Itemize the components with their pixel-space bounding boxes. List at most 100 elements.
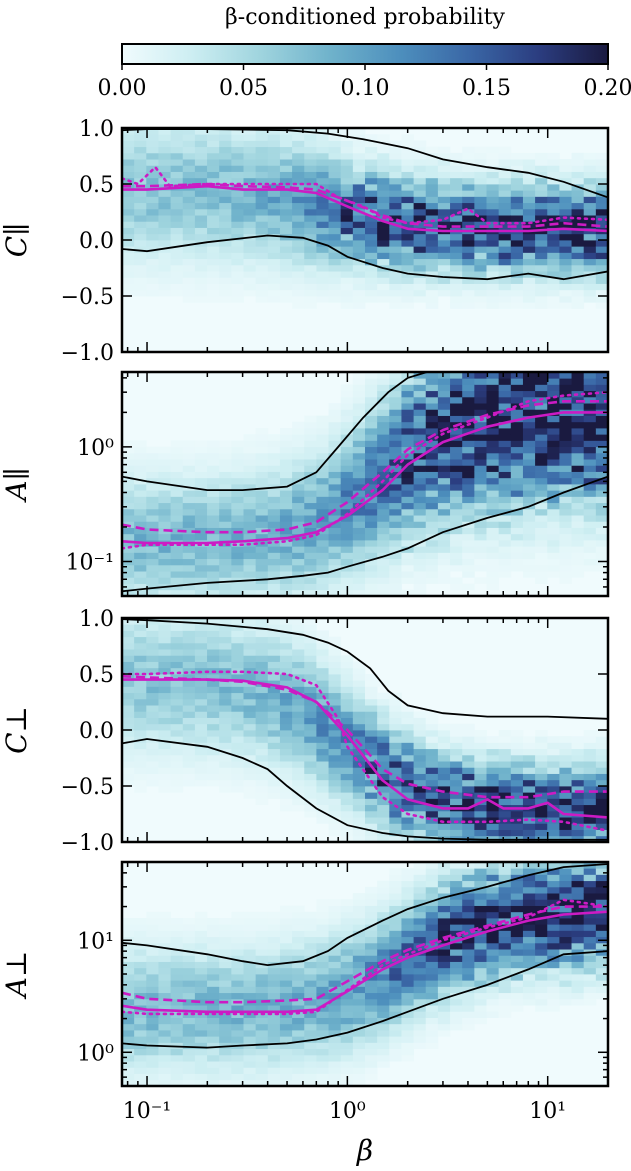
heatmap-cell <box>267 1073 281 1081</box>
heatmap-cell <box>279 1030 293 1037</box>
heatmap-cell <box>413 215 427 222</box>
heatmap-cell <box>292 289 305 297</box>
heatmap-cell <box>474 1017 487 1025</box>
heatmap-cell <box>304 583 317 591</box>
heatmap-cell <box>170 577 184 584</box>
heatmap-cell <box>267 980 281 987</box>
heatmap-cell <box>535 240 548 247</box>
heatmap-cell <box>243 949 257 956</box>
heatmap-cell <box>134 717 147 725</box>
heatmap-cell <box>279 165 293 172</box>
heatmap-cell <box>231 540 244 547</box>
heatmap-cell <box>279 459 293 466</box>
heatmap-cell <box>401 949 414 956</box>
heatmap-cell <box>304 177 317 185</box>
heatmap-cell <box>219 723 232 731</box>
heatmap-cell <box>413 384 427 392</box>
heatmap-cell <box>498 552 512 560</box>
heatmap-cell <box>255 692 269 700</box>
heatmap-cell <box>498 868 512 875</box>
heatmap-cell <box>170 1079 184 1086</box>
heatmap-cell <box>535 465 548 472</box>
heatmap-cell <box>340 942 354 950</box>
heatmap-cell <box>255 786 269 793</box>
heatmap-cell <box>498 465 512 472</box>
heatmap-cell <box>437 899 451 906</box>
heatmap-cell <box>437 202 451 210</box>
heatmap-cell <box>182 1067 196 1074</box>
heatmap-cell <box>279 998 293 1006</box>
heatmap-cell <box>170 698 184 706</box>
heatmap-cell <box>267 271 281 278</box>
heatmap-cell <box>340 936 354 944</box>
heatmap-cell <box>219 296 232 303</box>
heatmap-cell <box>352 773 366 781</box>
heatmap-cell <box>486 283 500 291</box>
heatmap-cell <box>316 792 329 799</box>
heatmap-cell <box>279 134 293 141</box>
heatmap-cell <box>352 1042 366 1050</box>
heatmap-cell <box>340 792 354 799</box>
heatmap-cell <box>219 717 232 725</box>
heatmap-cell <box>243 761 257 768</box>
heatmap-cell <box>146 515 159 522</box>
heatmap-cell <box>401 986 414 994</box>
heatmap-cell <box>122 484 135 491</box>
heatmap-cell <box>450 1005 463 1012</box>
heatmap-cell <box>231 636 244 644</box>
heatmap-cell <box>146 636 159 644</box>
heatmap-cell <box>328 146 342 154</box>
heatmap-cell <box>389 477 402 485</box>
heatmap-cell <box>340 961 354 969</box>
heatmap-cell <box>389 302 402 309</box>
heatmap-cell <box>279 730 293 737</box>
heatmap-cell <box>231 196 244 204</box>
heatmap-cell <box>267 440 281 448</box>
heatmap-cell <box>401 1054 414 1062</box>
heatmap-cell <box>316 490 329 497</box>
heatmap-cell <box>158 1005 171 1012</box>
heatmap-cell <box>559 171 572 179</box>
heatmap-cell <box>292 171 305 179</box>
heatmap-cell <box>219 215 232 222</box>
heatmap-cell <box>595 942 608 950</box>
heatmap-cell <box>219 786 232 793</box>
heatmap-cell <box>352 527 366 535</box>
heatmap-cell <box>158 152 171 160</box>
heatmap-cell <box>437 490 451 497</box>
heatmap-cell <box>170 477 184 485</box>
heatmap-cell <box>267 705 281 712</box>
heatmap-cell <box>522 893 536 900</box>
heatmap-cell <box>413 992 427 1000</box>
heatmap-cell <box>474 967 487 975</box>
heatmap-cell <box>437 961 451 969</box>
heatmap-cell <box>365 459 378 466</box>
heatmap-cell <box>316 496 329 504</box>
heatmap-cell <box>462 798 475 806</box>
heatmap-cell <box>207 564 220 572</box>
heatmap-cell <box>243 533 257 541</box>
heatmap-cell <box>462 949 475 956</box>
heatmap-cell <box>462 508 475 516</box>
heatmap-cell <box>413 1042 427 1050</box>
heatmap-cell <box>547 452 560 460</box>
heatmap-cell <box>377 967 390 975</box>
heatmap-cell <box>547 184 560 191</box>
heatmap-cell <box>377 748 390 756</box>
heatmap-cell <box>377 692 390 700</box>
heatmap-cell <box>571 527 585 535</box>
heatmap-cell <box>365 490 378 497</box>
heatmap-cell <box>401 409 414 416</box>
heatmap-cell <box>207 773 220 781</box>
heatmap-cell <box>231 705 244 712</box>
heatmap-cell <box>401 786 414 793</box>
heatmap-cell <box>595 277 608 284</box>
heatmap-cell <box>182 296 196 303</box>
heatmap-cell <box>146 711 159 718</box>
heatmap-cell <box>122 711 135 718</box>
heatmap-cell <box>401 924 414 931</box>
heatmap-cell <box>583 446 597 454</box>
heatmap-cell <box>559 949 572 956</box>
heatmap-cell <box>413 874 427 882</box>
heatmap-cell <box>304 552 317 560</box>
